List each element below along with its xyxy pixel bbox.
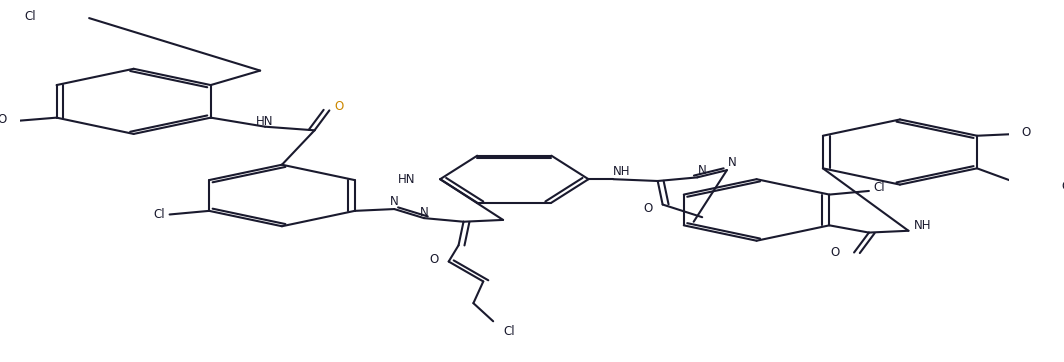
Text: Cl: Cl [503,325,515,338]
Text: N: N [389,195,399,208]
Text: O: O [0,113,7,126]
Text: Cl: Cl [24,10,36,23]
Text: HN: HN [398,173,415,186]
Text: Cl: Cl [874,181,885,194]
Text: N: N [419,206,429,219]
Text: NH: NH [613,165,631,178]
Text: O: O [1021,126,1031,139]
Text: N: N [728,156,736,169]
Text: NH: NH [913,219,931,232]
Text: O: O [429,253,438,266]
Text: O: O [334,100,344,113]
Text: O: O [643,202,652,215]
Text: O: O [830,246,839,259]
Text: N: N [698,164,706,177]
Text: Cl: Cl [153,208,165,221]
Text: HN: HN [256,115,273,128]
Text: Cl: Cl [1061,180,1064,193]
